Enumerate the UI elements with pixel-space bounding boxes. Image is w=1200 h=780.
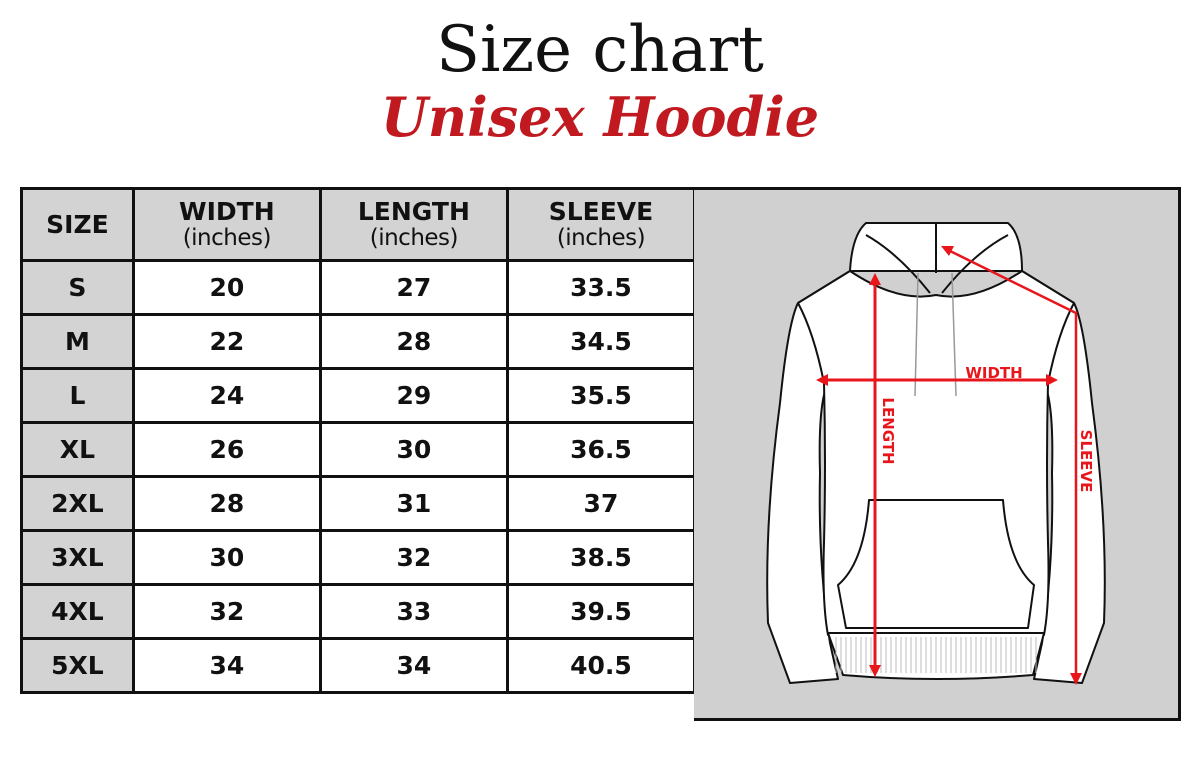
size-cell: 3XL — [20, 529, 135, 586]
table-header-row: SIZE WIDTH (inches) LENGTH (inches) SLEEVE… — [20, 187, 697, 262]
length-label: LENGTH — [879, 397, 897, 464]
header-unit: (inches) — [182, 224, 272, 251]
table-row: 2XL 28 31 37 — [20, 475, 697, 532]
header-size: SIZE — [20, 187, 135, 262]
size-cell: XL — [20, 421, 135, 478]
drawstrings — [914, 272, 957, 397]
size-cell: 4XL — [20, 583, 135, 640]
measurement-arrows — [816, 246, 1082, 685]
sleeve-cell: 33.5 — [505, 259, 697, 316]
table-row: 3XL 30 32 38.5 — [20, 529, 697, 586]
header-sleeve: SLEEVE (inches) — [505, 187, 697, 262]
width-cell: 28 — [131, 475, 322, 532]
page-title: Size chart — [436, 13, 764, 87]
table-row: XL 26 30 36.5 — [20, 421, 697, 478]
hoodie-outline: path — [766, 222, 1106, 684]
header-label: SLEEVE — [548, 196, 654, 226]
header-label: SIZE — [46, 210, 109, 239]
length-cell: 33 — [318, 583, 509, 640]
header-label: WIDTH — [179, 196, 275, 226]
size-cell: M — [20, 313, 135, 370]
hoodie-diagram: path WIDTH — [766, 222, 1106, 685]
length-cell: 34 — [318, 637, 509, 694]
header-unit: (inches) — [556, 224, 646, 251]
header-unit: (inches) — [369, 224, 459, 251]
table-row: 5XL 34 34 40.5 — [20, 637, 697, 694]
sleeve-arrow — [947, 248, 1078, 675]
width-cell: 34 — [131, 637, 322, 694]
length-cell: 32 — [318, 529, 509, 586]
sleeve-cell: 40.5 — [505, 637, 697, 694]
page-subtitle: Unisex Hoodie — [380, 85, 820, 149]
sleeve-cell: 39.5 — [505, 583, 697, 640]
width-label: WIDTH — [965, 364, 1022, 382]
size-cell: S — [20, 259, 135, 316]
width-cell: 32 — [131, 583, 322, 640]
length-cell: 29 — [318, 367, 509, 424]
width-cell: 22 — [131, 313, 322, 370]
length-cell: 31 — [318, 475, 509, 532]
header-label: LENGTH — [357, 196, 470, 226]
table-row: M 22 28 34.5 — [20, 313, 697, 370]
hoodie-diagram-panel: path WIDTH — [694, 187, 1181, 721]
sleeve-cell: 36.5 — [505, 421, 697, 478]
sleeve-cell: 34.5 — [505, 313, 697, 370]
width-cell: 26 — [131, 421, 322, 478]
table-row: S 20 27 33.5 — [20, 259, 697, 316]
size-cell: 5XL — [20, 637, 135, 694]
width-cell: 24 — [131, 367, 322, 424]
sleeve-cell: 38.5 — [505, 529, 697, 586]
table-row: L 24 29 35.5 — [20, 367, 697, 424]
sleeve-label: SLEEVE — [1077, 430, 1095, 493]
length-cell: 30 — [318, 421, 509, 478]
header-length: LENGTH (inches) — [318, 187, 509, 262]
ribbing — [835, 637, 1037, 673]
size-cell: 2XL — [20, 475, 135, 532]
size-cell: L — [20, 367, 135, 424]
width-cell: 30 — [131, 529, 322, 586]
size-table: SIZE WIDTH (inches) LENGTH (inches) SLEEVE… — [20, 187, 697, 694]
header-width: WIDTH (inches) — [131, 187, 322, 262]
table-row: 4XL 32 33 39.5 — [20, 583, 697, 640]
length-cell: 27 — [318, 259, 509, 316]
sleeve-cell: 35.5 — [505, 367, 697, 424]
sleeve-cell: 37 — [505, 475, 697, 532]
width-cell: 20 — [131, 259, 322, 316]
length-cell: 28 — [318, 313, 509, 370]
